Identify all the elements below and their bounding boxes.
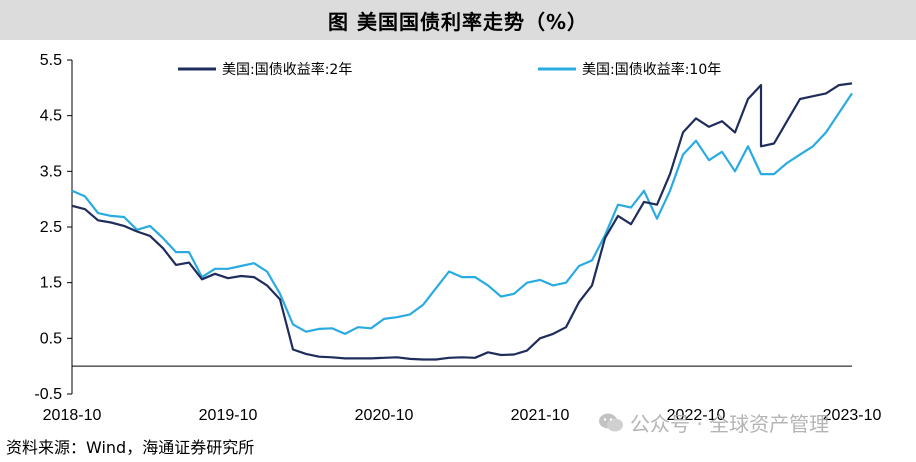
watermark: 公众号 · 全球资产管理 bbox=[598, 408, 829, 437]
source-note: 资料来源：Wind，海通证券研究所 bbox=[6, 438, 255, 457]
x-tick-label: 2020-10 bbox=[355, 407, 414, 424]
chart-area: 5.5 4.5 3.5 2.5 1.5 0.5 -0.5 2018-10 2019-10 2020… bbox=[0, 40, 916, 432]
wechat-icon bbox=[599, 413, 623, 431]
series-layer bbox=[71, 82, 853, 361]
y-tick-label: 5.5 bbox=[40, 52, 62, 69]
x-tick-label: 2022-10 bbox=[667, 407, 726, 424]
axes: 5.5 4.5 3.5 2.5 1.5 0.5 -0.5 2018-10 2019-10 2020… bbox=[34, 52, 881, 424]
y-tick-label: 4.5 bbox=[40, 108, 62, 125]
series-line-2y bbox=[71, 82, 853, 361]
y-tick-label: 1.5 bbox=[40, 275, 62, 292]
chart-title: 图 美国国债利率走势（%） bbox=[327, 9, 588, 34]
y-tick-label: 0.5 bbox=[40, 330, 62, 347]
x-tick-label: 2023-10 bbox=[823, 407, 882, 424]
legend-label: 美国:国债收益率:2年 bbox=[222, 61, 352, 78]
chart-title-bar: 图 美国国债利率走势（%） bbox=[0, 0, 916, 40]
x-tick-label: 2018-10 bbox=[43, 407, 102, 424]
y-tick-label: 3.5 bbox=[40, 163, 62, 180]
y-tick-label: -0.5 bbox=[34, 386, 62, 403]
watermark-text: 公众号 · 全球资产管理 bbox=[630, 412, 830, 436]
y-tick-label: 2.5 bbox=[40, 219, 62, 236]
x-tick-label: 2021-10 bbox=[511, 407, 570, 424]
x-tick-label: 2019-10 bbox=[199, 407, 258, 424]
legend-label: 美国:国债收益率:10年 bbox=[582, 61, 721, 78]
line-chart: 5.5 4.5 3.5 2.5 1.5 0.5 -0.5 2018-10 2019-10 2020… bbox=[34, 52, 881, 424]
legend: 美国:国债收益率:2年 美国:国债收益率:10年 bbox=[178, 61, 721, 78]
